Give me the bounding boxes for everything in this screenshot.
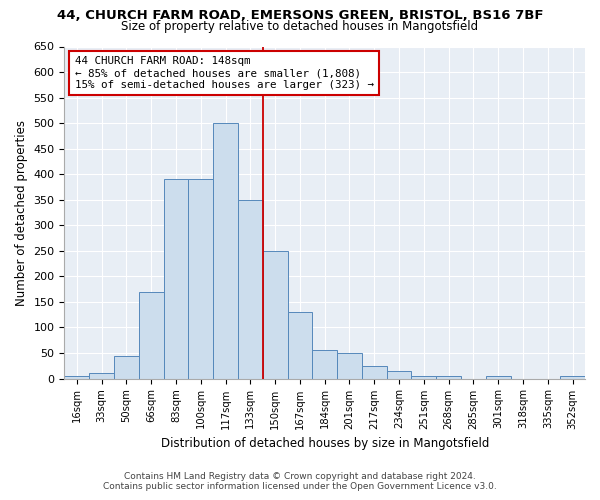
Text: Contains HM Land Registry data © Crown copyright and database right 2024.
Contai: Contains HM Land Registry data © Crown c… [103, 472, 497, 491]
Bar [386, 371, 412, 378]
Bar [313, 350, 337, 378]
Bar [436, 376, 461, 378]
Bar [89, 374, 114, 378]
Bar [139, 292, 164, 378]
Y-axis label: Number of detached properties: Number of detached properties [15, 120, 28, 306]
Text: 44 CHURCH FARM ROAD: 148sqm
← 85% of detached houses are smaller (1,808)
15% of : 44 CHURCH FARM ROAD: 148sqm ← 85% of det… [75, 56, 374, 90]
Bar [238, 200, 263, 378]
Text: 44, CHURCH FARM ROAD, EMERSONS GREEN, BRISTOL, BS16 7BF: 44, CHURCH FARM ROAD, EMERSONS GREEN, BR… [57, 9, 543, 22]
Bar [362, 366, 386, 378]
Bar [114, 356, 139, 378]
Bar [337, 353, 362, 378]
X-axis label: Distribution of detached houses by size in Mangotsfield: Distribution of detached houses by size … [161, 437, 489, 450]
Bar [164, 180, 188, 378]
Bar [213, 123, 238, 378]
Bar [287, 312, 313, 378]
Bar [188, 180, 213, 378]
Bar [560, 376, 585, 378]
Bar [412, 376, 436, 378]
Bar [263, 251, 287, 378]
Bar [64, 376, 89, 378]
Bar [486, 376, 511, 378]
Text: Size of property relative to detached houses in Mangotsfield: Size of property relative to detached ho… [121, 20, 479, 33]
